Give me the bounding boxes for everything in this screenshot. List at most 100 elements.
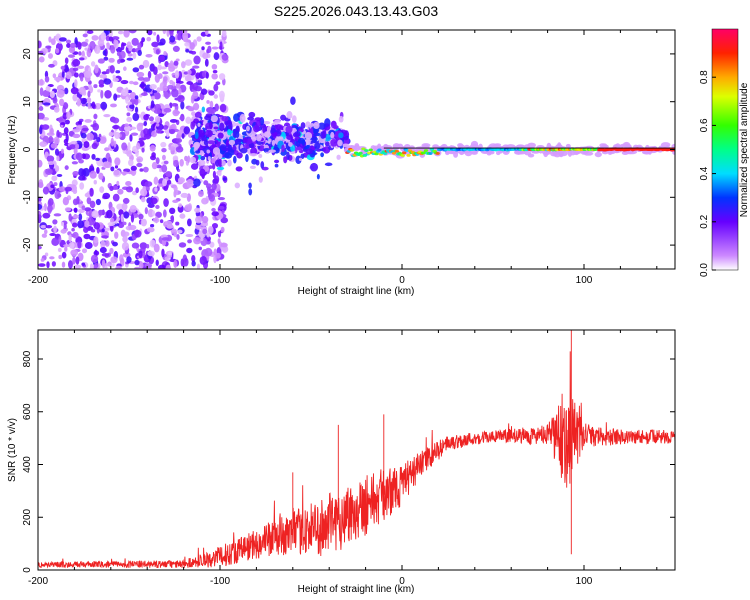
spectrogram-cell — [63, 244, 71, 248]
spectrogram-cell — [67, 54, 76, 58]
spectrogram-cell — [147, 30, 153, 36]
spectrogram-cell — [162, 154, 166, 161]
spectrogram-cell — [40, 225, 47, 229]
snr-x-ticks: -200 -100 0 100 — [28, 330, 658, 587]
spectrogram-cell — [48, 63, 55, 68]
spectrogram-cell — [104, 240, 110, 247]
spectrogram-cell — [227, 129, 232, 136]
snr-y-ticks: 0 200 400 600 800 — [22, 350, 675, 573]
spectrogram-cell — [274, 159, 280, 164]
spectrogram-cell — [130, 132, 139, 136]
spectrogram-cell — [193, 237, 202, 245]
spectrogram-cell — [108, 57, 115, 63]
spectrogram-cell — [51, 175, 58, 182]
spectrogram-cell — [72, 231, 79, 239]
spectrogram-cell — [271, 139, 276, 146]
spectrogram-cell — [218, 73, 226, 81]
spectrogram-cell — [95, 198, 101, 206]
spectrogram-cell — [175, 83, 181, 89]
spectrogram-x-ticks: -200 -100 0 100 — [28, 30, 658, 286]
spectrogram-cell — [42, 186, 50, 195]
spectrogram-cell — [240, 147, 248, 154]
spectrogram-cell — [126, 256, 132, 264]
spectrogram-cell — [129, 134, 133, 142]
spectrogram-cell — [274, 163, 279, 168]
spectrogram-cell — [114, 131, 121, 140]
spectrogram-cell — [195, 215, 203, 224]
spectrogram-cell — [198, 246, 203, 251]
spectrogram-cell — [62, 102, 69, 110]
spectrogram-cell — [194, 111, 202, 119]
snr-y-tick-label: 400 — [22, 456, 33, 473]
spectrogram-cell — [337, 139, 343, 147]
spectrogram-cell — [143, 133, 151, 140]
spectrogram-cell — [110, 137, 114, 147]
spectrogram-cell — [129, 204, 137, 213]
spectrogram-cell — [75, 143, 80, 150]
spectrogram-cell — [80, 132, 87, 139]
spectrogram-cell — [134, 95, 139, 100]
spectrogram-cell — [113, 140, 117, 148]
spectrogram-cell — [212, 69, 218, 74]
spectrogram-cell — [109, 247, 114, 254]
snr-y-tick-label: 600 — [22, 403, 33, 420]
spectrogram-cell — [281, 144, 285, 153]
spectrogram-cell — [527, 153, 535, 158]
spectrogram-cell — [154, 115, 161, 124]
spectrogram-cell — [114, 220, 118, 224]
spectrogram-cell — [93, 236, 99, 244]
spectrogram-cell — [81, 138, 87, 142]
spectrogram-cell — [286, 111, 293, 119]
spectrogram-cell — [132, 112, 140, 122]
spectrogram-cell — [215, 81, 221, 86]
spectrogram-cell — [50, 127, 54, 135]
spectrogram-y-ticks: -20 -10 0 10 20 — [22, 48, 675, 252]
spectrogram-cell — [147, 250, 155, 257]
spectrogram-cell — [86, 197, 92, 205]
spectrogram-cell — [268, 149, 276, 153]
spectrogram-cell — [155, 129, 162, 134]
spectrogram-cell — [77, 220, 85, 229]
spectrogram-cell — [311, 136, 317, 143]
spectrogram-cell — [103, 113, 111, 118]
spectrogram-cell — [200, 88, 208, 95]
spectrogram-cell — [130, 213, 135, 223]
spectrogram-cell — [245, 153, 249, 163]
spectrogram-cell — [212, 130, 217, 135]
spectrogram-cell — [41, 124, 50, 130]
spectrogram-cell — [178, 87, 182, 95]
spectrogram-cell — [158, 264, 166, 269]
spectrogram-cell — [112, 241, 118, 247]
spectrogram-cell — [314, 142, 321, 150]
spectrogram-cell — [138, 262, 144, 269]
spectrogram-cell — [132, 81, 139, 86]
spectrogram-cell — [187, 69, 192, 75]
spectrogram-cell — [148, 116, 154, 122]
spectrogram-cell — [74, 79, 78, 88]
spectrogram-cell — [71, 227, 75, 232]
spectrogram-cell — [243, 137, 248, 143]
spectrogram-cell — [73, 147, 78, 155]
spectrogram-cell — [68, 234, 72, 243]
spectrogram-cell — [110, 256, 118, 264]
spectrogram-cell — [60, 65, 66, 70]
spectrogram-cell — [219, 103, 227, 113]
spectrogram-cell — [330, 131, 335, 139]
spectrogram-cell — [50, 38, 56, 46]
spectrogram-cell — [48, 36, 52, 43]
spectrogram-cell — [38, 245, 42, 250]
spectrogram-cell — [100, 31, 107, 41]
spectrogram-cell — [46, 261, 50, 269]
spectrogram-cell — [134, 266, 141, 269]
spectrogram-cell — [102, 50, 107, 56]
spectrogram-cell — [180, 192, 189, 198]
colorbar-tick-label: 0.8 — [699, 70, 710, 84]
spectrogram-cell — [114, 157, 121, 166]
spectrogram-cell — [428, 152, 433, 155]
spectrogram-cell — [161, 147, 167, 153]
spectrogram-cell — [103, 227, 111, 231]
spectrogram-cell — [187, 107, 195, 112]
spectrogram-cell — [220, 160, 226, 167]
snr-y-tick-label: 0 — [22, 567, 33, 573]
